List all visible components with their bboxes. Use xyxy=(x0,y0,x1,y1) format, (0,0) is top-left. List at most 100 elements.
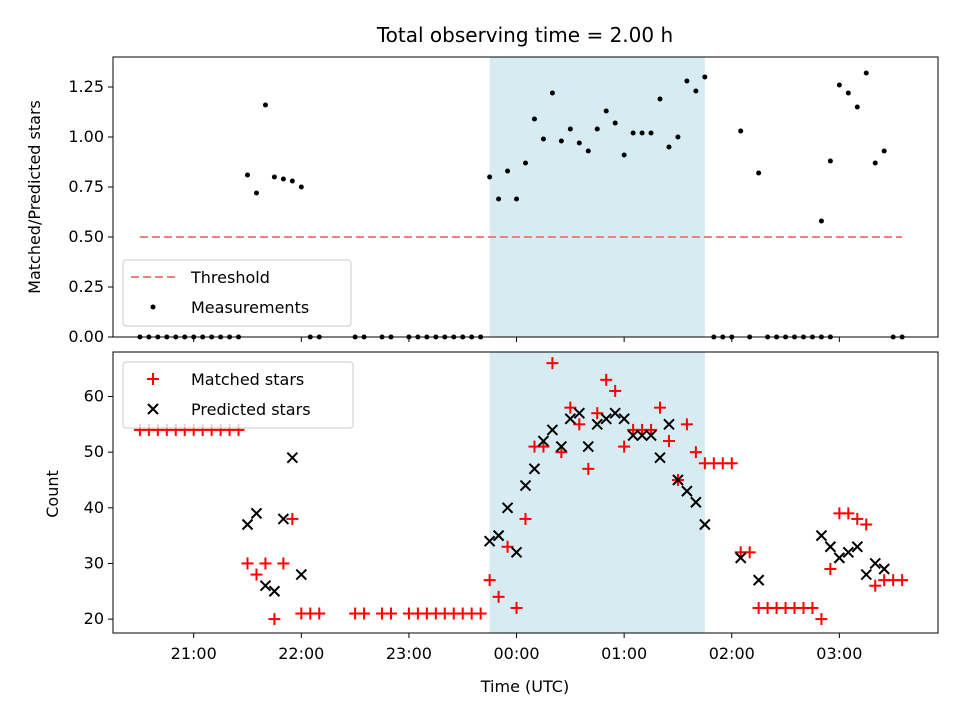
matched-star-point xyxy=(600,373,613,386)
predicted-star-point xyxy=(537,435,550,447)
y-tick-label: 0.25 xyxy=(68,277,104,296)
predicted-star-point xyxy=(752,574,765,586)
predicted-star-point xyxy=(501,502,514,514)
legend-matched-label: Matched stars xyxy=(191,370,304,389)
predicted-star-point xyxy=(483,535,496,547)
predicted-star-point xyxy=(851,541,864,553)
matched-star-point xyxy=(689,446,702,459)
matched-star-point xyxy=(618,440,631,453)
top-y-axis-label: Matched/Predicted stars xyxy=(25,100,44,294)
bottom-y-axis-label: Count xyxy=(43,470,62,518)
measurement-point xyxy=(298,184,304,190)
predicted-star-point xyxy=(672,474,684,486)
measurement-point xyxy=(585,148,591,154)
predicted-star-point xyxy=(618,413,630,425)
predicted-star-point xyxy=(295,568,308,581)
measurement-point xyxy=(836,82,842,88)
matched-star-point xyxy=(555,446,568,459)
matched-star-point xyxy=(268,613,281,626)
predicted-star-point xyxy=(546,424,559,436)
measurement-point xyxy=(657,96,663,102)
matched-star-point xyxy=(645,423,658,436)
predicted-star-point xyxy=(636,429,648,442)
top-legend: Threshold Measurements xyxy=(122,259,352,327)
measurement-point xyxy=(863,70,869,76)
matched-star-point xyxy=(725,457,738,470)
predicted-star-point xyxy=(582,440,594,453)
measurement-point xyxy=(496,196,502,202)
bottom-x-ticks: 21:00 22:00 23:00 00:00 01:00 02:00 03:00 xyxy=(171,633,862,663)
measurement-point xyxy=(639,130,645,136)
predicted-star-point xyxy=(268,585,281,597)
y-tick-label: 50 xyxy=(84,442,104,461)
matched-star-point xyxy=(743,546,756,559)
predicted-star-point xyxy=(510,546,523,559)
legend-measurements-swatch xyxy=(150,304,156,310)
x-tick-label: 03:00 xyxy=(816,644,862,663)
measurement-point xyxy=(684,78,690,84)
predicted-star-point xyxy=(627,429,639,442)
bottom-axes-frame xyxy=(112,351,939,634)
matched-star-point xyxy=(358,607,371,620)
matched-stars-points xyxy=(133,357,909,626)
matched-star-point xyxy=(662,435,675,448)
bottom-observing-window xyxy=(489,352,705,633)
x-tick-label: 01:00 xyxy=(601,644,647,663)
measurement-point xyxy=(738,128,744,134)
matched-star-point xyxy=(869,579,882,592)
matched-star-point xyxy=(483,574,496,587)
matched-star-point xyxy=(546,357,559,370)
top-observing-window xyxy=(489,57,705,337)
matched-star-point xyxy=(250,568,263,581)
matched-star-point xyxy=(492,590,505,603)
measurement-point xyxy=(531,116,537,122)
measurement-point xyxy=(630,130,636,136)
measurement-point xyxy=(505,168,511,174)
measurement-point xyxy=(818,218,824,224)
x-tick-label: 02:00 xyxy=(709,644,755,663)
matched-star-point xyxy=(851,512,864,525)
top-x-ticks xyxy=(193,337,840,342)
matched-star-point xyxy=(582,462,595,475)
matched-star-point xyxy=(537,440,550,453)
predicted-star-point xyxy=(277,513,290,525)
measurement-point xyxy=(612,120,618,126)
measurement-point xyxy=(603,108,609,114)
measurement-point xyxy=(245,172,251,178)
matched-star-point xyxy=(860,518,873,531)
measurement-point xyxy=(523,160,528,166)
y-tick-label: 0.75 xyxy=(68,177,104,196)
matched-star-point xyxy=(609,384,622,397)
predicted-star-point xyxy=(654,452,666,464)
predicted-star-point xyxy=(833,552,846,564)
predicted-star-point xyxy=(573,407,586,419)
predicted-star-point xyxy=(842,546,855,559)
measurement-point xyxy=(675,134,681,140)
x-tick-label: 00:00 xyxy=(493,644,539,663)
legend-predicted-label: Predicted stars xyxy=(191,400,311,419)
y-tick-label: 30 xyxy=(84,553,104,572)
matched-star-point xyxy=(519,512,532,525)
measurement-point xyxy=(872,160,878,166)
matched-star-point xyxy=(501,540,514,553)
predicted-star-point xyxy=(259,579,272,592)
measurement-point xyxy=(514,196,520,202)
bottom-y-ticks: 20 30 40 50 60 xyxy=(84,387,113,628)
measurement-point xyxy=(594,126,600,132)
x-axis-label: Time (UTC) xyxy=(480,677,569,696)
matched-star-point xyxy=(591,407,604,420)
matched-star-point xyxy=(842,507,855,520)
measurement-point xyxy=(827,158,833,164)
measurement-point xyxy=(854,104,860,110)
y-tick-label: 1.00 xyxy=(68,127,104,146)
predicted-star-point xyxy=(860,568,872,581)
measurement-point xyxy=(756,170,762,176)
legend-matched-swatch xyxy=(147,373,159,385)
measurement-point xyxy=(666,144,672,150)
predicted-star-point xyxy=(878,563,890,575)
x-tick-label: 21:00 xyxy=(171,644,217,663)
measurement-point xyxy=(558,138,564,144)
measurement-point xyxy=(549,90,555,96)
top-axes-frame xyxy=(112,56,939,338)
y-tick-label: 60 xyxy=(84,387,104,406)
